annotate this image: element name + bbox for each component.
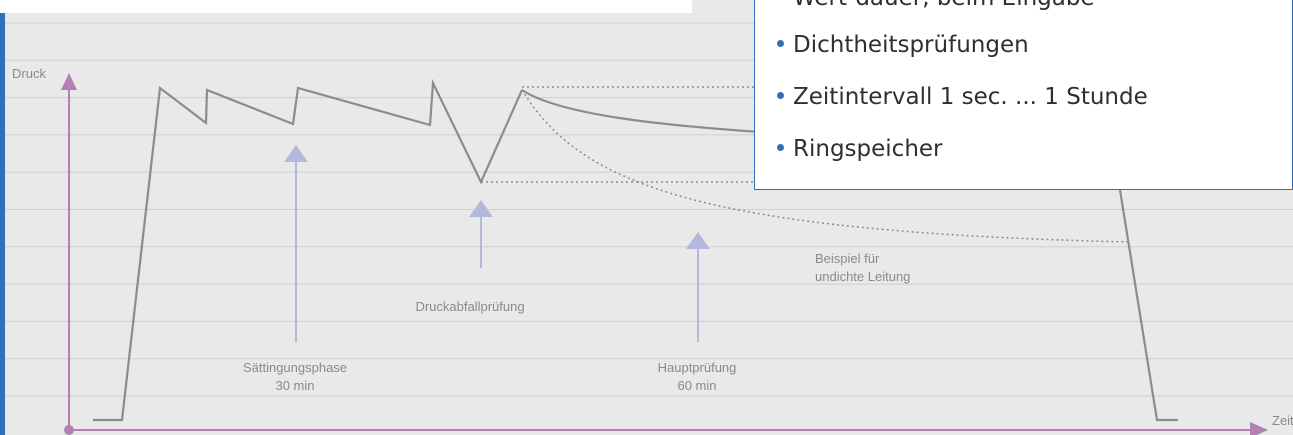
partial-bullet: Wert-dauer, beim Eingabe — [777, 0, 1095, 11]
druckabfall-label: Druckabfallprüfung — [415, 299, 524, 314]
haupt-duration: 60 min — [677, 378, 716, 393]
bullet-dot-icon — [777, 92, 784, 99]
left-accent-strip — [0, 0, 5, 435]
x-axis-label: Zeit — [1272, 413, 1293, 428]
saettigung-label: Sättingungsphase — [243, 360, 347, 375]
bullet-dot-icon — [777, 40, 784, 47]
druckabfall-arrow-head — [469, 200, 493, 217]
saettigung-duration: 30 min — [275, 378, 314, 393]
y-axis-label: Druck — [12, 66, 46, 81]
axis-origin-dot — [64, 425, 74, 435]
pressure-curve — [93, 78, 524, 422]
release-drop — [1118, 189, 1178, 422]
bullet-item: Dichtheitsprüfungen — [777, 32, 1029, 58]
x-axis-arrowhead — [1250, 422, 1268, 435]
bullet-dot-icon — [777, 144, 784, 151]
y-axis-arrowhead — [61, 73, 77, 90]
top-white-panel — [0, 0, 692, 13]
bullet-item: Ringspeicher — [777, 136, 943, 162]
haupt-label: Hauptprüfung — [658, 360, 737, 375]
tight-decay-curve — [521, 89, 761, 134]
saettigung-arrow-head — [284, 145, 308, 162]
leak-label-line1: Beispiel für — [815, 251, 880, 266]
leaky-decay-dotted — [521, 89, 1131, 243]
leak-label-line2: undichte Leitung — [815, 269, 910, 284]
feature-bullet-box: Wert-dauer, beim Eingabe Dichtheitsprüfu… — [754, 0, 1293, 190]
bullet-item: Zeitintervall 1 sec. ... 1 Stunde — [777, 84, 1148, 110]
haupt-arrow-head — [686, 232, 710, 249]
gridlines — [5, 22, 1293, 397]
